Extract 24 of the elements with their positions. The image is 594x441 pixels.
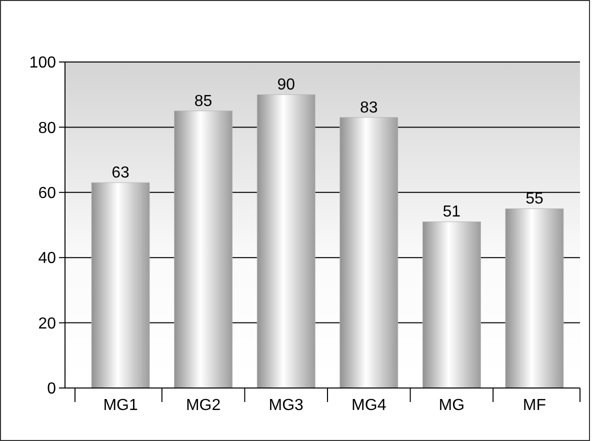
x-tick-label: MG1 [103, 397, 138, 414]
data-label: 85 [194, 92, 212, 110]
bar [505, 208, 564, 388]
bar [174, 110, 233, 388]
x-tick-label: MG3 [268, 397, 304, 414]
data-label: 90 [277, 76, 296, 94]
y-tick-label: 80 [38, 120, 56, 137]
y-tick-label: 0 [47, 380, 56, 398]
x-tick-label: MG4 [352, 397, 386, 414]
data-label: 63 [112, 164, 130, 182]
y-tick-label: 100 [29, 54, 56, 72]
data-label: 55 [526, 190, 544, 208]
bar [256, 94, 316, 388]
x-tick-label: MG [438, 397, 465, 414]
bar [422, 221, 481, 388]
data-label: 51 [442, 204, 461, 221]
bar [340, 117, 398, 388]
y-tick-label: 60 [38, 185, 56, 202]
y-tick-label: 40 [38, 250, 56, 268]
y-tick-label: 20 [38, 315, 56, 332]
bar [91, 182, 150, 388]
data-label: 83 [360, 99, 378, 116]
x-tick-label: MF [522, 397, 546, 414]
x-tick-label: MG2 [186, 397, 221, 414]
